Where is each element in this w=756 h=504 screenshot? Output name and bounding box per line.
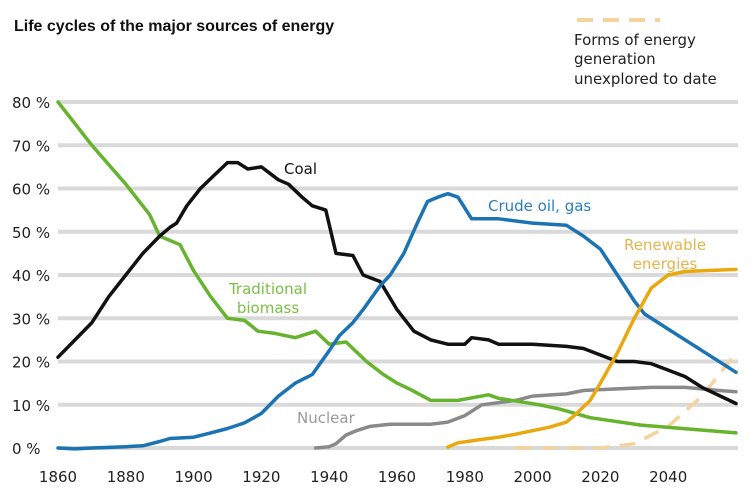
series-label: Crude oil, gas	[488, 197, 591, 215]
y-tick-label: 30 %	[12, 310, 50, 328]
legend: Forms of energy generation unexplored to…	[574, 18, 717, 88]
x-tick-label: 2040	[649, 468, 687, 486]
y-tick-label: 80 %	[12, 94, 50, 112]
series-line-coal	[56, 160, 738, 406]
series-line-crude	[56, 191, 738, 451]
series-line-forms	[515, 351, 738, 450]
x-tick-label: 1960	[378, 468, 416, 486]
x-tick-label: 2020	[581, 468, 619, 486]
y-tick-label: 10 %	[12, 397, 50, 415]
x-axis-ticks: 1860 1880 1900 1920 1940 1960 1980 2000 2020 2040	[39, 468, 687, 486]
chart-title: Life cycles of the major sources of ener…	[14, 18, 334, 35]
x-tick-label: 1860	[39, 468, 77, 486]
y-tick-label: 40 %	[12, 267, 50, 285]
series-label: Traditional	[228, 280, 307, 298]
series-label: Nuclear	[297, 409, 356, 427]
series-label: Renewable	[624, 236, 706, 254]
series-label: biomass	[237, 299, 299, 317]
y-tick-label: 0 %	[12, 440, 41, 458]
legend-line-3: unexplored to date	[574, 70, 717, 88]
series-label: Coal	[284, 160, 317, 178]
x-tick-label: 1900	[175, 468, 213, 486]
y-tick-label: 20 %	[12, 354, 50, 372]
series-label: energies	[633, 255, 698, 273]
x-tick-label: 1940	[310, 468, 348, 486]
y-tick-label: 50 %	[12, 224, 50, 242]
legend-line-1: Forms of energy	[574, 31, 696, 49]
series-line-renewable	[446, 267, 738, 449]
series-lines	[56, 100, 738, 451]
x-tick-label: 1980	[446, 468, 484, 486]
x-tick-label: 2000	[514, 468, 552, 486]
x-tick-label: 1880	[107, 468, 145, 486]
x-tick-label: 1920	[242, 468, 280, 486]
series-line-nuclear	[313, 385, 738, 450]
y-axis-ticks: 0 % 10 % 20 % 30 % 40 % 50 % 60 % 70 % 80 %	[12, 94, 50, 458]
gridlines	[58, 100, 738, 450]
y-tick-label: 60 %	[12, 181, 50, 199]
series-line-traditional	[56, 100, 738, 435]
y-tick-label: 70 %	[12, 137, 50, 155]
legend-line-2: generation	[574, 50, 656, 68]
